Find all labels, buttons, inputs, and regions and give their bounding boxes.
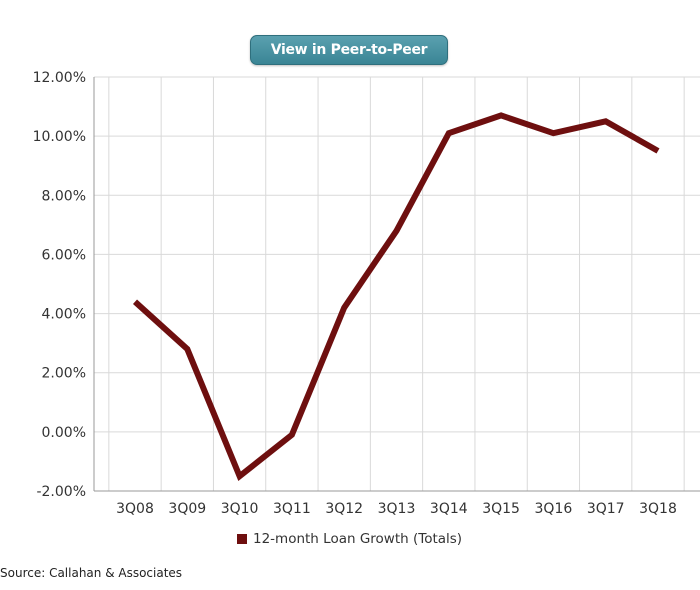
y-tick-label: -2.00% [36, 484, 86, 500]
x-tick-label: 3Q17 [587, 501, 625, 517]
x-tick-label: 3Q10 [221, 501, 259, 517]
y-tick-label: 4.00% [42, 307, 86, 323]
x-tick-label: 3Q09 [168, 501, 206, 517]
series-line[interactable] [132, 112, 660, 482]
y-tick-label: 6.00% [42, 247, 86, 263]
y-tick-label: 12.00% [33, 70, 86, 86]
y-tick-labels: -2.00% 0.00% 2.00% 4.00% 6.00% 8.00% 10.00% 12.… [33, 70, 86, 500]
y-tick-label: 0.00% [42, 425, 86, 441]
x-tick-label: 3Q16 [535, 501, 573, 517]
y-tick-label: 2.00% [42, 366, 86, 382]
y-tick-label: 10.00% [33, 129, 86, 145]
x-tick-label: 3Q11 [273, 501, 311, 517]
x-tick-label: 3Q15 [482, 501, 520, 517]
x-tick-label: 3Q12 [325, 501, 363, 517]
series [132, 112, 660, 482]
x-tick-label: 3Q18 [639, 501, 677, 517]
x-tick-label: 3Q08 [116, 501, 154, 517]
axes [93, 77, 700, 492]
grid [94, 76, 700, 492]
legend-swatch [237, 534, 247, 544]
source-note: Source: Callahan & Associates [0, 566, 183, 580]
x-tick-label: 3Q14 [430, 501, 468, 517]
y-tick-label: 8.00% [42, 188, 86, 204]
x-tick-labels: 3Q08 3Q09 3Q10 3Q11 3Q12 3Q13 3Q14 3Q15 3Q16 3Q17… [116, 501, 677, 517]
legend-label: 12-month Loan Growth (Totals) [253, 531, 463, 547]
view-in-peer-to-peer-button[interactable]: View in Peer-to-Peer [250, 35, 448, 65]
legend[interactable]: 12-month Loan Growth (Totals) [237, 531, 462, 547]
x-tick-label: 3Q13 [378, 501, 416, 517]
